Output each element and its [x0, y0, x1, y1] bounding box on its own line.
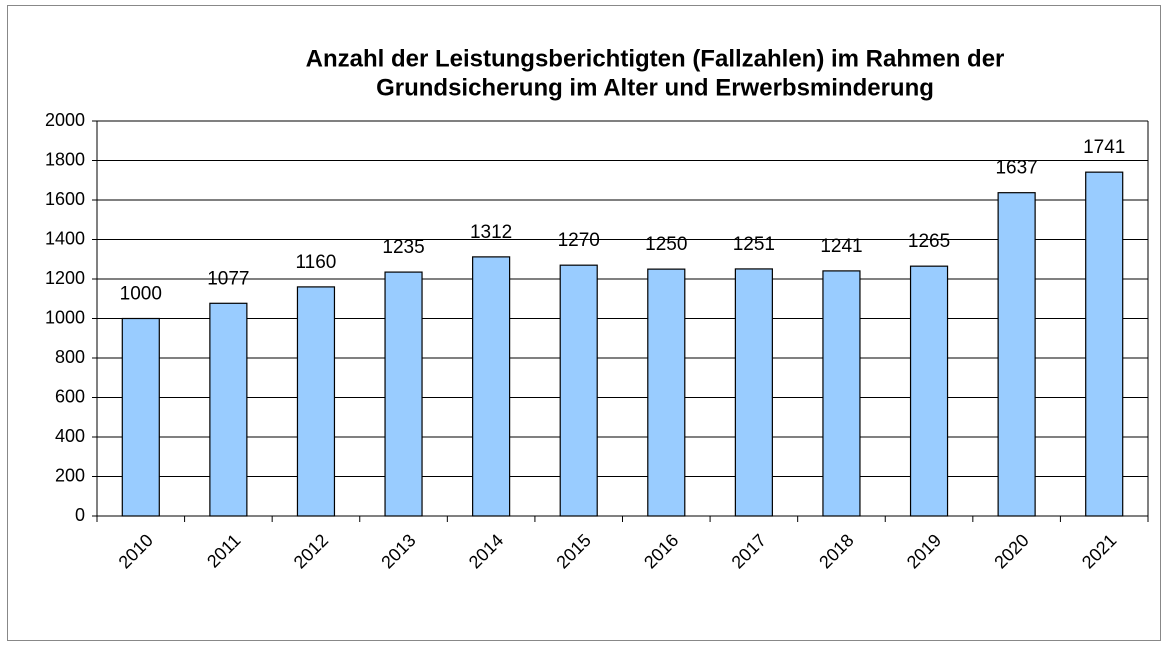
bar: [1085, 171, 1124, 517]
value-label: 1000: [120, 284, 162, 305]
value-label: 1637: [995, 158, 1037, 179]
bar: [384, 271, 423, 517]
bar: [822, 270, 861, 517]
value-label: 1251: [733, 234, 775, 255]
bar: [121, 317, 160, 517]
value-label: 1312: [470, 222, 512, 243]
value-label: 1160: [296, 252, 337, 273]
value-label: 1270: [558, 230, 600, 251]
value-label: 1241: [820, 236, 862, 257]
y-tick-label: 1400: [45, 228, 85, 248]
bar: [734, 268, 773, 517]
y-tick-label: 1000: [45, 307, 85, 327]
value-label: 1741: [1083, 137, 1125, 158]
value-label: 1265: [908, 231, 950, 252]
y-tick-label: 800: [55, 347, 85, 367]
bar: [296, 286, 336, 517]
y-tick-label: 1800: [45, 149, 85, 169]
bar: [997, 192, 1036, 517]
value-label: 1077: [207, 268, 249, 289]
y-tick-label: 600: [55, 386, 85, 406]
y-tick-label: 1200: [45, 268, 85, 288]
bar: [472, 256, 511, 517]
chart-title: Grundsicherung im Alter und Erwerbsminde…: [376, 74, 934, 101]
bar: [209, 302, 248, 517]
bar: [909, 265, 949, 517]
y-tick-label: 1600: [45, 189, 85, 209]
value-label: 1235: [382, 237, 424, 258]
bar: [647, 268, 686, 517]
y-tick-label: 0: [75, 505, 85, 525]
bar: [559, 264, 598, 517]
value-label: 1250: [645, 234, 687, 255]
y-tick-label: 2000: [45, 110, 85, 130]
chart-title: Anzahl der Leistungsberichtigten (Fallza…: [306, 45, 1005, 72]
y-tick-label: 200: [55, 465, 85, 485]
y-tick-label: 400: [55, 426, 85, 446]
